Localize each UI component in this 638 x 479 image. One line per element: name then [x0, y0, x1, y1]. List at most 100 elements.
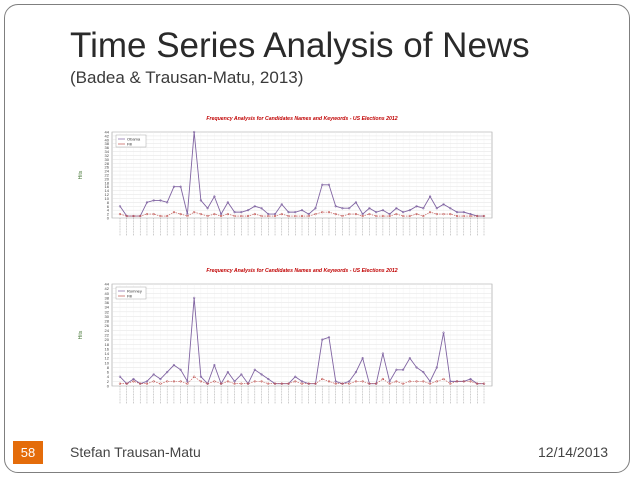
y-tick-label: 0 [107, 216, 110, 221]
data-point [186, 380, 189, 383]
y-tick-label: 20 [105, 337, 110, 342]
data-point [240, 214, 243, 218]
y-tick-label: 10 [105, 196, 110, 201]
data-point [300, 209, 304, 212]
y-tick-label: 32 [105, 309, 110, 314]
data-point [179, 380, 182, 383]
data-point [300, 380, 304, 383]
y-tick-label: 32 [105, 153, 110, 158]
chart-romney: Frequency Analysis for Candidates Names … [78, 268, 493, 404]
data-point [139, 382, 142, 385]
data-point [199, 380, 203, 383]
chart-title: Frequency Analysis for Candidates Names … [206, 268, 397, 274]
footer-date: 12/14/2013 [538, 444, 609, 460]
data-point [395, 212, 398, 216]
data-point [267, 377, 270, 381]
data-point [314, 382, 317, 385]
data-point [422, 214, 425, 218]
data-point [381, 214, 385, 218]
data-point [422, 207, 425, 210]
series-line-2 [120, 376, 484, 385]
data-point [219, 214, 223, 218]
data-point [388, 380, 391, 383]
chart-obama: Frequency Analysis for Candidates Names … [78, 116, 493, 236]
data-point [381, 377, 385, 381]
y-tick-label: 42 [105, 133, 110, 138]
data-point [401, 368, 405, 371]
y-tick-label: 38 [105, 141, 110, 146]
data-point [294, 210, 297, 214]
legend-label: Fill [127, 142, 132, 147]
data-point [442, 331, 445, 334]
data-point [415, 212, 418, 216]
data-point [327, 183, 331, 186]
data-point [125, 382, 128, 385]
data-point [152, 212, 155, 216]
data-point [374, 214, 378, 218]
data-point [179, 368, 182, 371]
y-tick-label: 40 [105, 137, 110, 142]
data-point [354, 370, 358, 374]
data-point [179, 185, 182, 188]
data-point [300, 214, 304, 218]
data-point [428, 380, 432, 383]
data-point [125, 214, 128, 218]
data-point [327, 210, 331, 214]
data-point [415, 380, 418, 383]
y-tick-label: 24 [105, 169, 110, 174]
data-point [287, 382, 290, 385]
data-point [166, 214, 169, 218]
data-point [267, 214, 270, 218]
data-point [321, 210, 324, 214]
data-point [401, 210, 405, 214]
data-point [159, 214, 162, 218]
data-point [361, 214, 364, 218]
legend-label: Obama [127, 137, 141, 142]
data-point [253, 368, 256, 371]
y-tick-label: 40 [105, 291, 110, 296]
y-tick-label: 4 [107, 374, 110, 379]
data-point [374, 210, 378, 214]
data-point [455, 214, 459, 218]
y-tick-label: 10 [105, 360, 110, 365]
data-point [482, 214, 486, 218]
data-point [206, 382, 209, 385]
data-point [341, 214, 344, 218]
data-point [246, 214, 250, 218]
data-point [334, 382, 337, 385]
data-point [267, 382, 270, 385]
data-point [132, 214, 135, 218]
data-point [361, 380, 364, 383]
y-axis-label: Hits [78, 170, 84, 179]
data-point [280, 212, 283, 216]
data-point [273, 214, 277, 218]
data-point [415, 205, 418, 208]
data-point [233, 210, 236, 214]
data-point [199, 199, 203, 202]
y-tick-label: 6 [107, 370, 110, 375]
data-point [280, 203, 283, 206]
data-point [388, 214, 391, 218]
data-point [233, 382, 236, 385]
data-point [368, 207, 371, 210]
y-tick-label: 36 [105, 145, 110, 150]
data-point [273, 382, 277, 385]
y-tick-label: 12 [105, 356, 110, 361]
data-point [334, 380, 337, 383]
data-point [482, 382, 486, 385]
data-point [213, 363, 216, 367]
data-point [435, 212, 438, 216]
data-point [199, 375, 203, 378]
data-point [462, 380, 465, 383]
legend-label: Fill [127, 294, 132, 299]
slide-number-badge: 58 [13, 441, 43, 464]
data-point [368, 382, 371, 385]
data-point [455, 210, 459, 214]
data-point [408, 380, 412, 383]
data-point [118, 212, 122, 216]
data-point [226, 212, 230, 216]
data-point [294, 380, 297, 383]
data-point [213, 195, 216, 198]
slide-subtitle: (Badea & Trausan-Matu, 2013) [70, 68, 304, 87]
series-line-1 [119, 297, 484, 385]
